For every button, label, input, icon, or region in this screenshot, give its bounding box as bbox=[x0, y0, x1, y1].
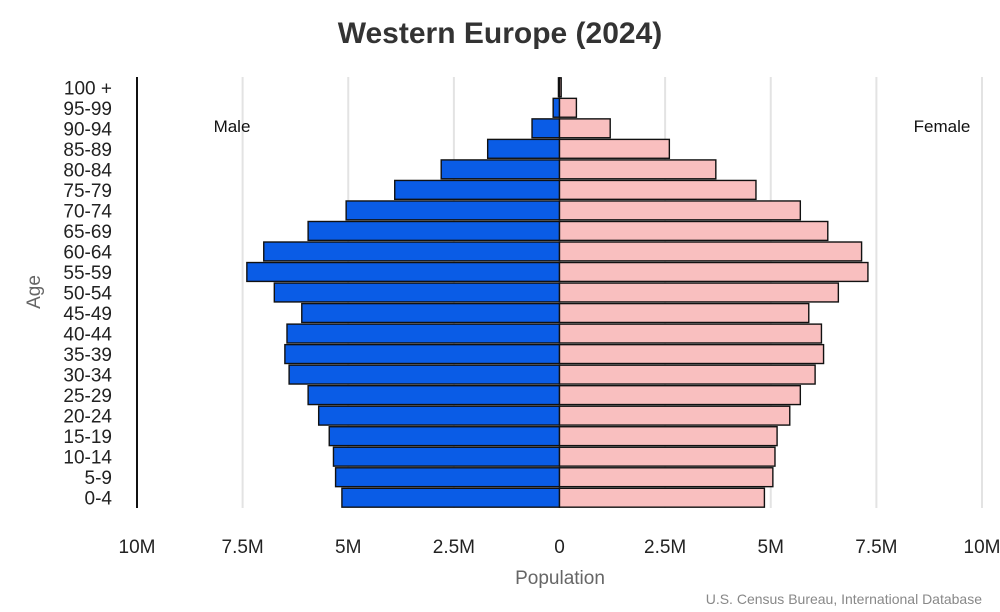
bar-female-90-94 bbox=[558, 118, 611, 139]
bar-female-45-49 bbox=[558, 302, 810, 324]
bar-male-95-99 bbox=[552, 97, 561, 118]
y-tick-label: 75-79 bbox=[63, 181, 112, 202]
y-tick-label: 35-39 bbox=[63, 345, 112, 366]
x-tick-label: 10M bbox=[964, 537, 1000, 558]
bars bbox=[246, 77, 869, 508]
x-tick-label: 2.5M bbox=[644, 537, 686, 558]
y-tick-label: 100 + bbox=[64, 78, 112, 99]
x-tick-label: 7.5M bbox=[222, 537, 264, 558]
bar-male-50-54 bbox=[273, 282, 561, 303]
bar-female-25-29 bbox=[558, 384, 802, 406]
y-tick-labels: 0-45-910-1415-1920-2425-2930-3435-3940-4… bbox=[63, 78, 112, 509]
y-tick-label: 0-4 bbox=[85, 489, 113, 510]
x-tick-label: 10M bbox=[119, 537, 156, 558]
bar-male-35-39 bbox=[284, 343, 561, 365]
legend-female-label: Female bbox=[914, 117, 971, 136]
bar-female-100 bbox=[558, 77, 562, 98]
bar-female-30-34 bbox=[558, 364, 816, 385]
bar-male-60-64 bbox=[263, 241, 561, 262]
bar-female-85-89 bbox=[558, 138, 671, 159]
x-tick-label: 2.5M bbox=[433, 537, 475, 558]
y-tick-label: 45-49 bbox=[63, 304, 112, 325]
y-tick-label: 70-74 bbox=[63, 201, 112, 222]
bar-male-75-79 bbox=[394, 179, 561, 201]
x-tick-labels: 10M 7.5M 5M 2.5M 0 2.5M 5M 7.5M 10M bbox=[119, 537, 1000, 558]
bar-female-0-4 bbox=[558, 487, 766, 508]
bar-female-60-64 bbox=[558, 241, 863, 262]
x-tick-label: 7.5M bbox=[855, 537, 897, 558]
bar-female-15-19 bbox=[558, 426, 778, 447]
y-tick-label: 15-19 bbox=[63, 427, 112, 448]
y-tick-label: 30-34 bbox=[63, 366, 112, 387]
y-axis-title: Age bbox=[24, 275, 45, 309]
y-tick-label: 90-94 bbox=[63, 119, 112, 140]
bar-female-50-54 bbox=[558, 282, 840, 303]
y-tick-label: 95-99 bbox=[63, 99, 112, 120]
bar-male-30-34 bbox=[288, 364, 561, 385]
y-tick-label: 25-29 bbox=[63, 386, 112, 407]
y-tick-label: 50-54 bbox=[63, 284, 112, 305]
bar-male-10-14 bbox=[332, 446, 561, 467]
x-tick-label: 5M bbox=[758, 537, 784, 558]
bar-female-55-59 bbox=[558, 261, 869, 283]
x-tick-label: 5M bbox=[335, 537, 361, 558]
bar-female-70-74 bbox=[558, 200, 802, 221]
x-tick-label: 0 bbox=[554, 537, 565, 558]
y-tick-label: 5-9 bbox=[85, 468, 112, 489]
bar-female-5-9 bbox=[558, 467, 774, 488]
source-note: U.S. Census Bureau, International Databa… bbox=[706, 591, 982, 607]
bar-male-70-74 bbox=[345, 200, 561, 221]
bar-female-65-69 bbox=[558, 220, 829, 242]
y-tick-label: 65-69 bbox=[63, 222, 112, 243]
y-tick-label: 80-84 bbox=[63, 160, 112, 181]
y-tick-label: 60-64 bbox=[63, 242, 112, 263]
bar-male-5-9 bbox=[334, 467, 561, 488]
y-tick-label: 55-59 bbox=[63, 263, 112, 284]
bar-male-80-84 bbox=[440, 159, 561, 180]
y-tick-label: 20-24 bbox=[63, 407, 112, 428]
bar-male-85-89 bbox=[486, 138, 561, 159]
x-axis-title: Population bbox=[515, 568, 605, 589]
bar-male-15-19 bbox=[328, 426, 561, 447]
bar-male-20-24 bbox=[317, 405, 561, 426]
bar-female-40-44 bbox=[558, 323, 823, 344]
bar-female-75-79 bbox=[558, 179, 757, 201]
chart-title: Western Europe (2024) bbox=[338, 17, 663, 50]
bar-male-65-69 bbox=[307, 220, 561, 242]
y-tick-label: 85-89 bbox=[63, 140, 112, 161]
bar-male-25-29 bbox=[307, 384, 561, 406]
bar-male-40-44 bbox=[286, 323, 561, 344]
legend-male-label: Male bbox=[214, 117, 251, 136]
bar-female-80-84 bbox=[558, 159, 717, 180]
bar-male-55-59 bbox=[246, 261, 561, 283]
bar-female-20-24 bbox=[558, 405, 791, 426]
y-tick-label: 40-44 bbox=[63, 325, 112, 346]
bar-female-10-14 bbox=[558, 446, 776, 467]
bar-male-90-94 bbox=[531, 118, 561, 139]
y-tick-label: 10-14 bbox=[63, 448, 112, 469]
bar-male-0-4 bbox=[341, 487, 561, 508]
bar-male-45-49 bbox=[301, 302, 561, 324]
bar-female-35-39 bbox=[558, 343, 825, 365]
bar-female-95-99 bbox=[558, 97, 578, 118]
